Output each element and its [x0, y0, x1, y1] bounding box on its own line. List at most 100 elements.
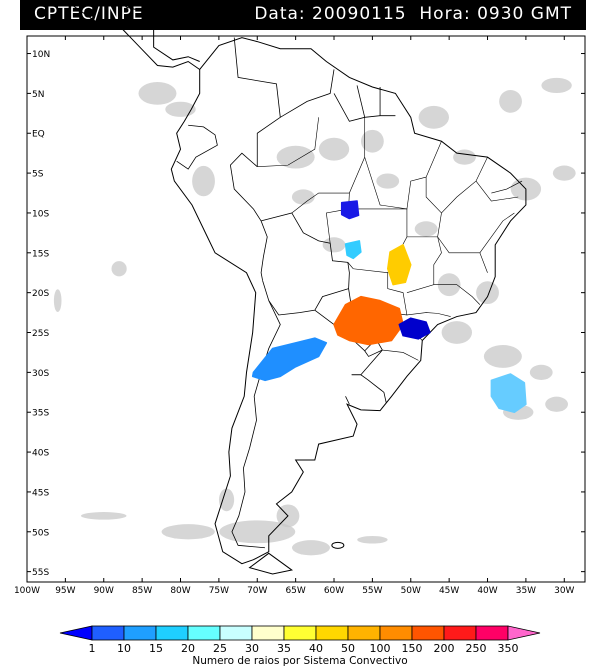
- legend-swatch: [283, 625, 317, 641]
- cloud-patch: [53, 289, 62, 313]
- lon-label: 75W: [209, 586, 229, 596]
- tierra-del-fuego: [248, 552, 294, 575]
- cloud-patch: [111, 261, 127, 277]
- legend-swatch: [315, 625, 349, 641]
- cloud-patch: [80, 512, 127, 520]
- legend-value: 35: [277, 642, 291, 655]
- state-border: [437, 236, 488, 273]
- lon-label: 55W: [362, 586, 382, 596]
- legend-swatch: [91, 625, 125, 641]
- lon-label: 65W: [285, 586, 305, 596]
- country-border: [280, 69, 335, 118]
- country-border: [345, 396, 350, 405]
- lat-label: 5S: [32, 170, 44, 180]
- cloud-patch: [322, 237, 346, 253]
- lat-label: 55S: [32, 568, 49, 578]
- legend-swatch: [379, 625, 413, 641]
- legend-swatch: [59, 625, 93, 641]
- country-border: [351, 374, 387, 403]
- cloud-patch: [219, 520, 296, 544]
- legend-swatch: [411, 625, 445, 641]
- country-border: [233, 37, 281, 167]
- falkland-islands: [331, 541, 345, 549]
- legend-value: 20: [181, 642, 195, 655]
- blue-cluster-argentina: [251, 337, 328, 382]
- state-border: [406, 236, 442, 293]
- legend-value: 350: [498, 642, 519, 655]
- cloud-patch: [291, 540, 330, 556]
- central-america-coast: [31, 0, 200, 70]
- country-border: [229, 152, 262, 222]
- cloud-patch: [165, 101, 196, 117]
- state-border: [433, 284, 481, 305]
- cloud-patch: [276, 145, 315, 169]
- map-frame: [26, 35, 586, 583]
- lat-label: EQ: [32, 130, 45, 140]
- lon-label: 85W: [132, 586, 152, 596]
- legend-swatch: [347, 625, 381, 641]
- cloud-patch: [161, 524, 215, 540]
- lon-label: 70W: [247, 586, 267, 596]
- agency-label: CPTEC/INPE: [34, 4, 144, 24]
- state-border: [491, 180, 523, 194]
- state-border: [441, 157, 488, 214]
- legend-swatch: [475, 625, 509, 641]
- cloud-patch: [499, 89, 522, 113]
- cloud-patch: [418, 105, 449, 129]
- country-border: [231, 300, 281, 549]
- lon-label: 95W: [55, 586, 75, 596]
- legend-value: 10: [117, 642, 131, 655]
- country-border: [176, 124, 218, 170]
- cloud-patch: [414, 221, 438, 237]
- cyan-cluster-atlantic: [490, 373, 527, 413]
- state-border: [479, 212, 515, 253]
- legend-swatch: [187, 625, 221, 641]
- lat-label: 35S: [32, 409, 49, 419]
- lon-label: 40W: [477, 586, 497, 596]
- cloud-patch: [376, 173, 400, 189]
- state-border: [257, 117, 319, 168]
- legend-value: 250: [466, 642, 487, 655]
- legend-swatch: [251, 625, 285, 641]
- legend-swatch: [507, 625, 541, 641]
- cloud-patch: [192, 165, 215, 197]
- legend-swatch: [219, 625, 253, 641]
- lon-label: 30W: [554, 586, 574, 596]
- legend-value: 1: [89, 642, 96, 655]
- legend-value: 150: [402, 642, 423, 655]
- cloud-patch: [483, 345, 522, 368]
- legend-value: 40: [309, 642, 323, 655]
- cloud-patch: [357, 535, 388, 544]
- central-america-north-coast: [117, 0, 200, 62]
- lat-label: 40S: [32, 449, 49, 459]
- state-border: [425, 177, 442, 237]
- lat-label: 30S: [32, 369, 49, 379]
- legend-value: 200: [434, 642, 455, 655]
- state-border: [347, 262, 388, 274]
- state-border: [475, 180, 519, 202]
- lat-label: 50S: [32, 528, 49, 538]
- cloud-patch: [291, 189, 315, 205]
- lat-label: 20S: [32, 289, 49, 299]
- legend-value: 25: [213, 642, 227, 655]
- legend-value: 50: [341, 642, 355, 655]
- cloud-patch: [541, 77, 572, 94]
- lon-label: 50W: [401, 586, 421, 596]
- lon-label: 35W: [516, 586, 536, 596]
- lon-label: 45W: [439, 586, 459, 596]
- legend-title: Numero de raios por Sistema Convectivo: [192, 655, 407, 667]
- title-bar: CPTEC/INPE Data: 20090115 Hora: 0930 GMT: [20, 0, 586, 30]
- dark-blue-cluster-north: [340, 200, 360, 220]
- cloud-patch: [218, 488, 235, 512]
- cloud-patch: [545, 396, 569, 412]
- legend-swatch: [123, 625, 157, 641]
- lat-label: 10N: [32, 50, 50, 60]
- legend-swatch: [443, 625, 477, 641]
- country-border: [356, 85, 366, 118]
- lat-label: 45S: [32, 488, 49, 498]
- cloud-patch: [453, 149, 476, 165]
- state-border: [406, 312, 451, 317]
- cloud-patch: [476, 281, 499, 305]
- cloud-patch: [529, 364, 553, 380]
